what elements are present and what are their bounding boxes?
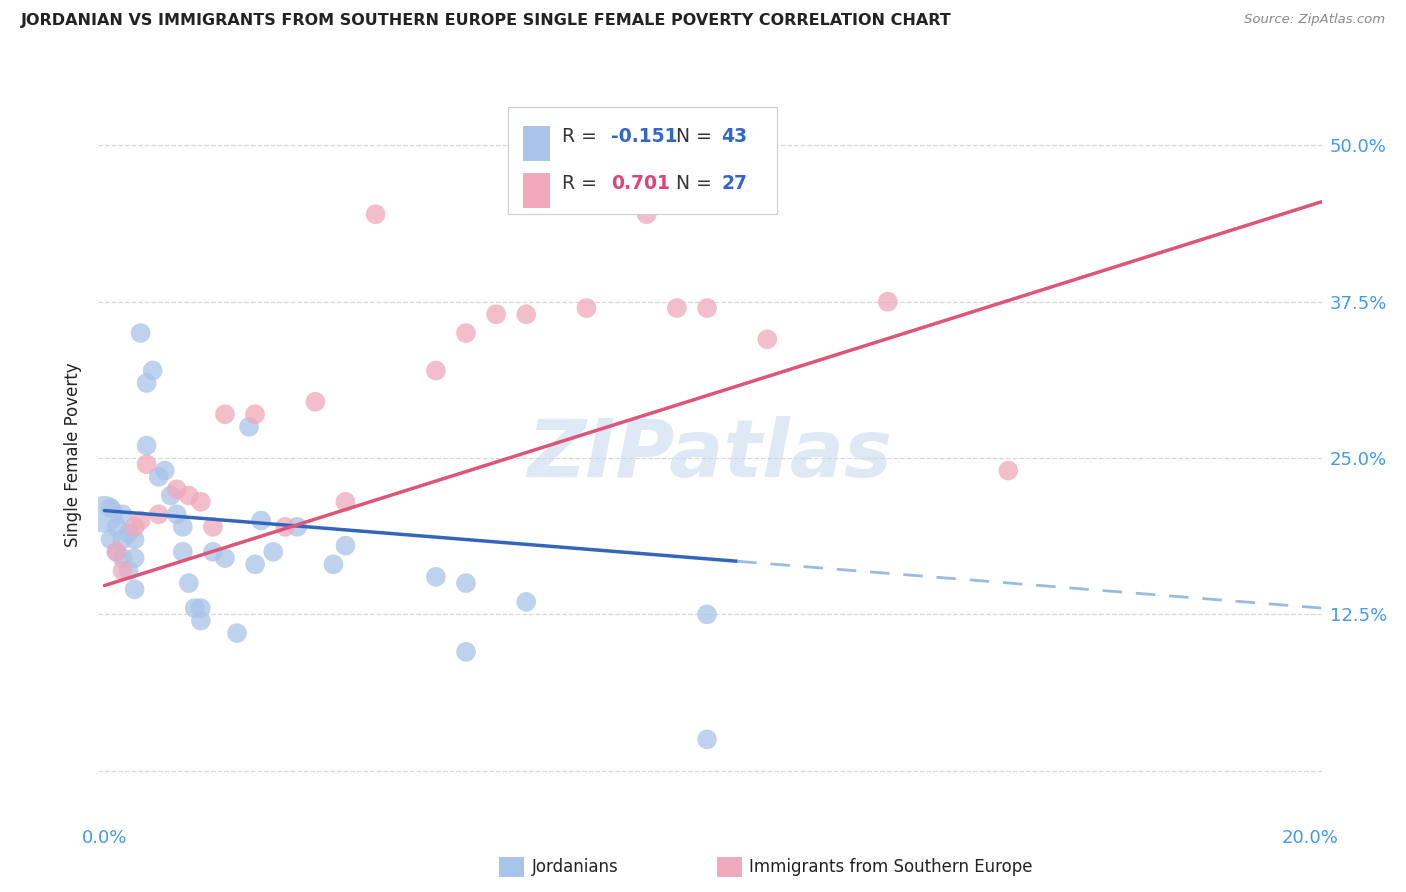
Text: 0.701: 0.701	[612, 174, 669, 194]
Point	[100, 533, 122, 547]
Text: N =: N =	[676, 174, 717, 194]
Point	[93, 508, 115, 522]
Point	[665, 301, 688, 315]
Point	[129, 326, 152, 340]
Point	[148, 470, 170, 484]
Point	[124, 551, 146, 566]
Text: 27: 27	[721, 174, 747, 194]
Point	[696, 301, 718, 315]
Text: ZIPatlas: ZIPatlas	[527, 416, 893, 494]
Point	[304, 394, 326, 409]
Point	[322, 558, 344, 572]
Point	[285, 520, 308, 534]
Point	[201, 545, 224, 559]
Text: Source: ZipAtlas.com: Source: ZipAtlas.com	[1244, 13, 1385, 27]
Point	[364, 207, 387, 221]
Point	[177, 576, 200, 591]
Y-axis label: Single Female Poverty: Single Female Poverty	[65, 363, 83, 547]
Point	[124, 582, 146, 597]
Point	[454, 326, 477, 340]
Text: Jordanians: Jordanians	[531, 858, 619, 876]
Point	[190, 495, 212, 509]
Point	[696, 732, 718, 747]
Point	[105, 545, 128, 559]
Point	[214, 551, 236, 566]
Point	[756, 332, 779, 346]
Point	[250, 514, 273, 528]
Point	[214, 407, 236, 421]
Point	[124, 520, 146, 534]
Point	[111, 564, 134, 578]
Point	[226, 626, 249, 640]
FancyBboxPatch shape	[523, 173, 550, 209]
Point	[636, 207, 658, 221]
Point	[201, 520, 224, 534]
Point	[135, 458, 157, 472]
Point	[274, 520, 297, 534]
Point	[515, 307, 537, 321]
Point	[135, 376, 157, 390]
FancyBboxPatch shape	[508, 108, 778, 213]
Point	[111, 533, 134, 547]
Text: N =: N =	[676, 127, 717, 145]
Point	[243, 407, 266, 421]
Point	[238, 419, 260, 434]
Point	[117, 526, 139, 541]
Point	[243, 558, 266, 572]
Point	[111, 508, 134, 522]
Point	[485, 307, 508, 321]
Point	[135, 438, 157, 452]
Point	[172, 520, 194, 534]
Point	[172, 545, 194, 559]
Point	[166, 483, 188, 497]
Point	[117, 564, 139, 578]
Point	[876, 294, 898, 309]
Point	[184, 601, 207, 615]
FancyBboxPatch shape	[523, 126, 550, 161]
Point	[124, 533, 146, 547]
Text: Immigrants from Southern Europe: Immigrants from Southern Europe	[749, 858, 1033, 876]
Point	[515, 595, 537, 609]
Point	[454, 645, 477, 659]
Point	[105, 545, 128, 559]
Point	[696, 607, 718, 622]
Point	[425, 363, 447, 377]
Point	[190, 614, 212, 628]
Point	[575, 301, 598, 315]
Text: R =: R =	[562, 174, 603, 194]
Point	[100, 501, 122, 516]
Text: -0.151: -0.151	[612, 127, 678, 145]
Point	[105, 520, 128, 534]
Point	[159, 489, 181, 503]
Text: JORDANIAN VS IMMIGRANTS FROM SOUTHERN EUROPE SINGLE FEMALE POVERTY CORRELATION C: JORDANIAN VS IMMIGRANTS FROM SOUTHERN EU…	[21, 13, 952, 29]
Point	[335, 539, 357, 553]
Point	[153, 464, 176, 478]
Point	[997, 464, 1019, 478]
Point	[454, 576, 477, 591]
Point	[166, 508, 188, 522]
Point	[177, 489, 200, 503]
Point	[425, 570, 447, 584]
Text: R =: R =	[562, 127, 603, 145]
Point	[111, 551, 134, 566]
Point	[148, 508, 170, 522]
Text: 43: 43	[721, 127, 747, 145]
Point	[262, 545, 284, 559]
Point	[129, 514, 152, 528]
Point	[335, 495, 357, 509]
Point	[142, 363, 165, 377]
Point	[190, 601, 212, 615]
